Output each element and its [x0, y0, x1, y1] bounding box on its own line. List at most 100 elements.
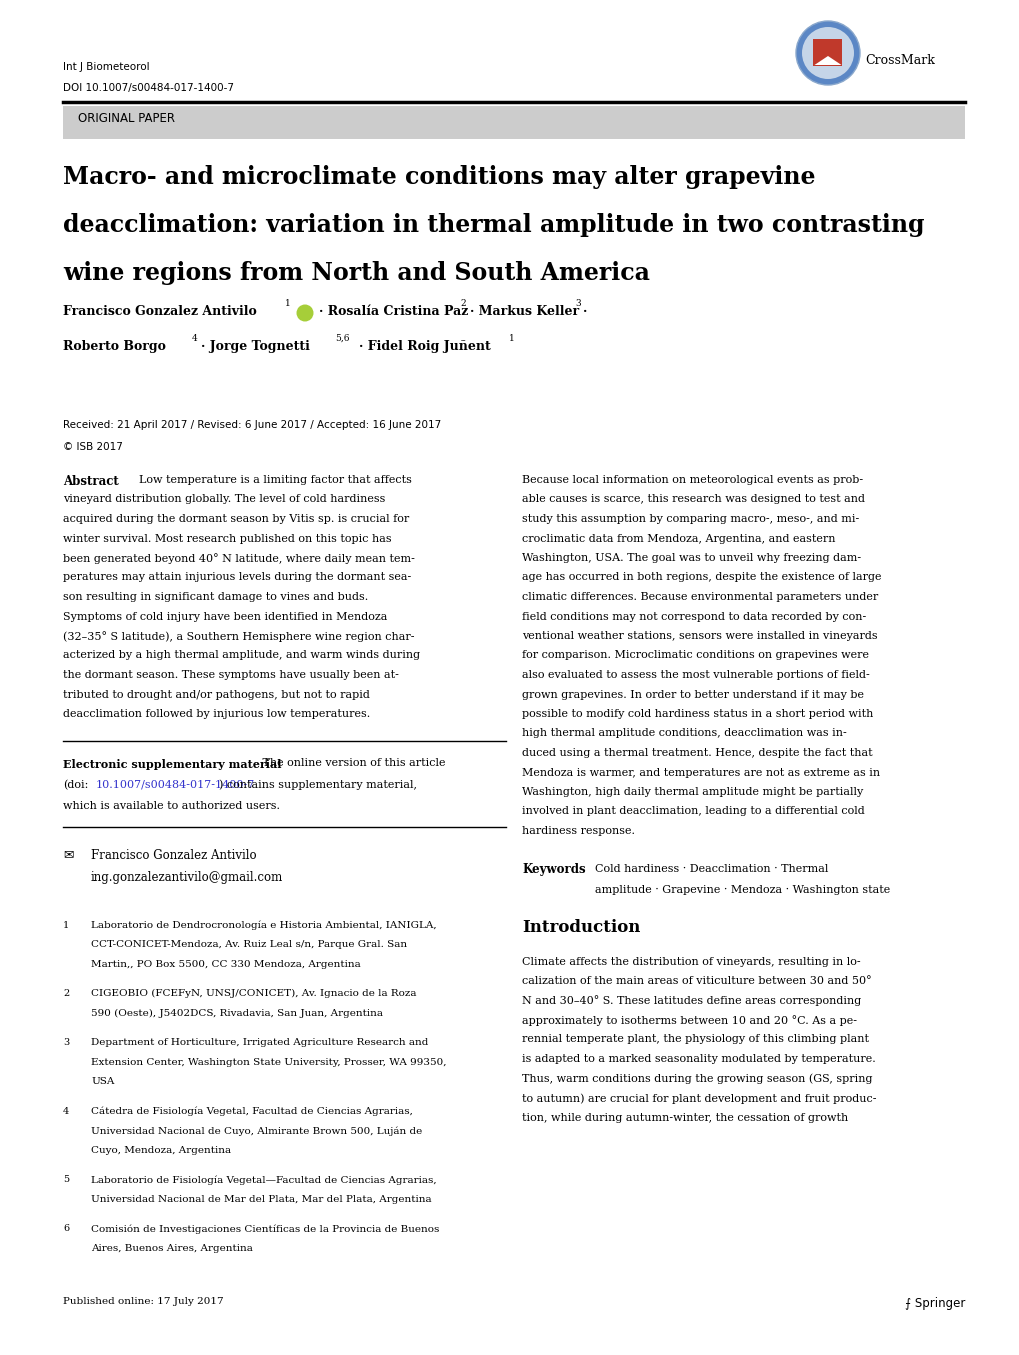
Text: tributed to drought and/or pathogens, but not to rapid: tributed to drought and/or pathogens, bu… [63, 690, 370, 699]
Text: 3: 3 [575, 299, 580, 308]
Text: Macro- and microclimate conditions may alter grapevine: Macro- and microclimate conditions may a… [63, 165, 815, 188]
Text: croclimatic data from Mendoza, Argentina, and eastern: croclimatic data from Mendoza, Argentina… [522, 534, 835, 543]
Text: · Jorge Tognetti: · Jorge Tognetti [201, 340, 310, 354]
Text: Thus, warm conditions during the growing season (GS, spring: Thus, warm conditions during the growing… [522, 1073, 871, 1084]
Text: duced using a thermal treatment. Hence, despite the fact that: duced using a thermal treatment. Hence, … [522, 748, 872, 757]
Text: · Markus Keller: · Markus Keller [470, 305, 579, 318]
Text: Universidad Nacional de Mar del Plata, Mar del Plata, Argentina: Universidad Nacional de Mar del Plata, M… [91, 1195, 431, 1203]
Text: 6: 6 [63, 1224, 69, 1233]
Text: ORIGINAL PAPER: ORIGINAL PAPER [77, 112, 175, 125]
Text: Cold hardiness · Deacclimation · Thermal: Cold hardiness · Deacclimation · Thermal [594, 863, 827, 874]
Text: climatic differences. Because environmental parameters under: climatic differences. Because environmen… [522, 592, 877, 602]
Text: Roberto Borgo: Roberto Borgo [63, 340, 166, 354]
Text: 1: 1 [508, 333, 515, 343]
Text: calization of the main areas of viticulture between 30 and 50°: calization of the main areas of viticult… [522, 976, 871, 986]
Text: able causes is scarce, this research was designed to test and: able causes is scarce, this research was… [522, 495, 864, 504]
Text: 2: 2 [460, 299, 465, 308]
Text: Cuyo, Mendoza, Argentina: Cuyo, Mendoza, Argentina [91, 1145, 231, 1154]
Text: Aires, Buenos Aires, Argentina: Aires, Buenos Aires, Argentina [91, 1244, 253, 1252]
Text: Climate affects the distribution of vineyards, resulting in lo-: Climate affects the distribution of vine… [522, 957, 860, 966]
Text: Keywords: Keywords [522, 863, 585, 877]
Text: ) contains supplementary material,: ) contains supplementary material, [219, 779, 417, 790]
Circle shape [801, 27, 853, 79]
Text: for comparison. Microclimatic conditions on grapevines were: for comparison. Microclimatic conditions… [522, 650, 868, 660]
FancyBboxPatch shape [812, 39, 841, 66]
Text: Francisco Gonzalez Antivilo: Francisco Gonzalez Antivilo [91, 848, 257, 862]
Text: high thermal amplitude conditions, deacclimation was in-: high thermal amplitude conditions, deacc… [522, 729, 846, 738]
Text: Laboratorio de Dendrocronología e Historia Ambiental, IANIGLA,: Laboratorio de Dendrocronología e Histor… [91, 920, 436, 930]
Text: Mendoza is warmer, and temperatures are not as extreme as in: Mendoza is warmer, and temperatures are … [522, 767, 879, 778]
Text: Introduction: Introduction [522, 919, 640, 935]
Text: (doi:: (doi: [63, 779, 89, 790]
Polygon shape [814, 56, 841, 65]
Text: CIGEOBIO (FCEFyN, UNSJ/CONICET), Av. Ignacio de la Roza: CIGEOBIO (FCEFyN, UNSJ/CONICET), Av. Ign… [91, 989, 416, 999]
Text: 590 (Oeste), J5402DCS, Rivadavia, San Juan, Argentina: 590 (Oeste), J5402DCS, Rivadavia, San Ju… [91, 1008, 382, 1018]
Text: Abstract: Abstract [63, 476, 118, 488]
Text: study this assumption by comparing macro-, meso-, and mi-: study this assumption by comparing macro… [522, 514, 858, 524]
Text: 5,6: 5,6 [334, 333, 350, 343]
Text: tion, while during autumn-winter, the cessation of growth: tion, while during autumn-winter, the ce… [522, 1112, 848, 1122]
Circle shape [795, 20, 859, 85]
Text: ·: · [583, 305, 587, 318]
Text: ing.gonzalezantivilo@gmail.com: ing.gonzalezantivilo@gmail.com [91, 870, 283, 883]
Text: Received: 21 April 2017 / Revised: 6 June 2017 / Accepted: 16 June 2017: Received: 21 April 2017 / Revised: 6 Jun… [63, 420, 441, 430]
Text: Cátedra de Fisiología Vegetal, Facultad de Ciencias Agrarias,: Cátedra de Fisiología Vegetal, Facultad … [91, 1107, 413, 1117]
Text: Int J Biometeorol: Int J Biometeorol [63, 62, 150, 72]
Text: ⨍ Springer: ⨍ Springer [904, 1297, 964, 1310]
Text: vineyard distribution globally. The level of cold hardiness: vineyard distribution globally. The leve… [63, 495, 385, 504]
Text: The online version of this article: The online version of this article [259, 759, 445, 768]
Text: Low temperature is a limiting factor that affects: Low temperature is a limiting factor tha… [139, 476, 412, 485]
Text: 2: 2 [63, 989, 69, 999]
Circle shape [297, 305, 313, 321]
Text: Comisión de Investigaciones Científicas de la Provincia de Buenos: Comisión de Investigaciones Científicas … [91, 1224, 439, 1233]
Text: © ISB 2017: © ISB 2017 [63, 442, 122, 453]
Text: the dormant season. These symptoms have usually been at-: the dormant season. These symptoms have … [63, 669, 398, 680]
Text: hardiness response.: hardiness response. [522, 827, 635, 836]
Text: · Fidel Roig Juñent: · Fidel Roig Juñent [359, 340, 490, 354]
Text: rennial temperate plant, the physiology of this climbing plant: rennial temperate plant, the physiology … [522, 1034, 868, 1045]
Text: USA: USA [91, 1077, 114, 1085]
Text: 1: 1 [63, 920, 69, 930]
Text: wine regions from North and South America: wine regions from North and South Americ… [63, 262, 649, 285]
Text: Because local information on meteorological events as prob-: Because local information on meteorologi… [522, 476, 862, 485]
Text: 5: 5 [63, 1175, 69, 1184]
Text: (32–35° S latitude), a Southern Hemisphere wine region char-: (32–35° S latitude), a Southern Hemisphe… [63, 631, 414, 642]
Text: involved in plant deacclimation, leading to a differential cold: involved in plant deacclimation, leading… [522, 806, 864, 817]
Text: 1: 1 [284, 299, 290, 308]
Text: 10.1007/s00484-017-1400-7: 10.1007/s00484-017-1400-7 [96, 779, 255, 790]
Text: winter survival. Most research published on this topic has: winter survival. Most research published… [63, 534, 391, 543]
Text: approximately to isotherms between 10 and 20 °C. As a pe-: approximately to isotherms between 10 an… [522, 1015, 856, 1026]
Text: 3: 3 [63, 1038, 69, 1047]
Text: · Rosalía Cristina Paz: · Rosalía Cristina Paz [319, 305, 468, 318]
Text: iD: iD [302, 310, 308, 316]
Text: ✉: ✉ [63, 848, 73, 862]
Text: ventional weather stations, sensors were installed in vineyards: ventional weather stations, sensors were… [522, 631, 876, 641]
Text: possible to modify cold hardiness status in a short period with: possible to modify cold hardiness status… [522, 709, 872, 720]
Text: deacclimation followed by injurious low temperatures.: deacclimation followed by injurious low … [63, 709, 370, 720]
Text: Laboratorio de Fisiología Vegetal—Facultad de Ciencias Agrarias,: Laboratorio de Fisiología Vegetal—Facult… [91, 1175, 436, 1184]
Text: Universidad Nacional de Cuyo, Almirante Brown 500, Luján de: Universidad Nacional de Cuyo, Almirante … [91, 1126, 422, 1135]
Text: acquired during the dormant season by Vitis sp. is crucial for: acquired during the dormant season by Vi… [63, 514, 409, 524]
FancyBboxPatch shape [63, 106, 964, 140]
Text: which is available to authorized users.: which is available to authorized users. [63, 801, 280, 810]
Text: is adapted to a marked seasonality modulated by temperature.: is adapted to a marked seasonality modul… [522, 1054, 875, 1064]
Text: to autumn) are crucial for plant development and fruit produc-: to autumn) are crucial for plant develop… [522, 1093, 875, 1103]
Text: field conditions may not correspond to data recorded by con-: field conditions may not correspond to d… [522, 611, 865, 622]
Text: acterized by a high thermal amplitude, and warm winds during: acterized by a high thermal amplitude, a… [63, 650, 420, 660]
Text: age has occurred in both regions, despite the existence of large: age has occurred in both regions, despit… [522, 573, 880, 583]
Text: Extension Center, Washington State University, Prosser, WA 99350,: Extension Center, Washington State Unive… [91, 1057, 446, 1066]
Text: son resulting in significant damage to vines and buds.: son resulting in significant damage to v… [63, 592, 368, 602]
Text: also evaluated to assess the most vulnerable portions of field-: also evaluated to assess the most vulner… [522, 669, 869, 680]
Text: grown grapevines. In order to better understand if it may be: grown grapevines. In order to better und… [522, 690, 863, 699]
Text: amplitude · Grapevine · Mendoza · Washington state: amplitude · Grapevine · Mendoza · Washin… [594, 885, 890, 894]
Text: Department of Horticulture, Irrigated Agriculture Research and: Department of Horticulture, Irrigated Ag… [91, 1038, 428, 1047]
Text: 4: 4 [192, 333, 198, 343]
Text: CCT-CONICET-Mendoza, Av. Ruiz Leal s/n, Parque Gral. San: CCT-CONICET-Mendoza, Av. Ruiz Leal s/n, … [91, 940, 407, 948]
Text: Francisco Gonzalez Antivilo: Francisco Gonzalez Antivilo [63, 305, 257, 318]
Text: CrossMark: CrossMark [864, 53, 934, 66]
Text: Symptoms of cold injury have been identified in Mendoza: Symptoms of cold injury have been identi… [63, 611, 387, 622]
Text: DOI 10.1007/s00484-017-1400-7: DOI 10.1007/s00484-017-1400-7 [63, 83, 233, 93]
Text: Published online: 17 July 2017: Published online: 17 July 2017 [63, 1297, 223, 1306]
Text: peratures may attain injurious levels during the dormant sea-: peratures may attain injurious levels du… [63, 573, 411, 583]
Text: deacclimation: variation in thermal amplitude in two contrasting: deacclimation: variation in thermal ampl… [63, 213, 923, 237]
